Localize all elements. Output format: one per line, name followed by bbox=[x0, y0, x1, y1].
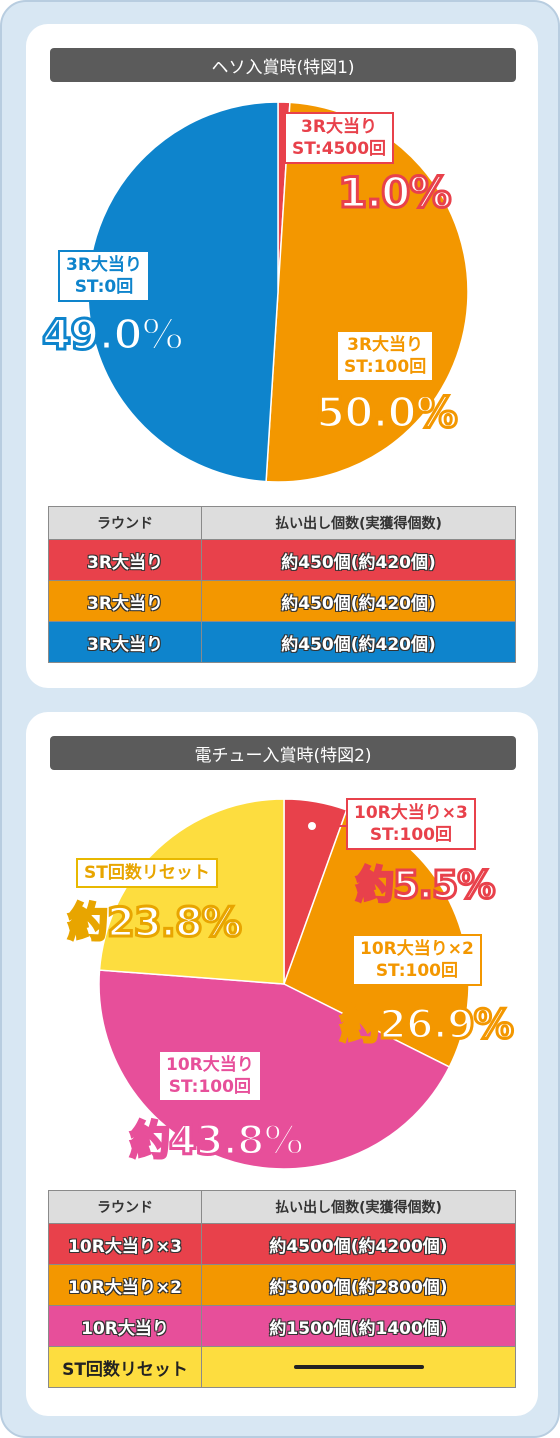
table-row: 10R大当り 約1500個(約1400個) bbox=[48, 1305, 516, 1347]
slice-label-line1: 3R大当り bbox=[301, 117, 377, 137]
dash-line bbox=[293, 1365, 424, 1369]
section-title-banner: 電チュー入賞時(特図2) bbox=[50, 736, 516, 770]
slice-label-3r-st4500: 3R大当り ST:4500回 bbox=[284, 112, 395, 164]
round-cell: 3R大当り bbox=[48, 580, 202, 622]
payout-cell: 約4500個(約4200個) bbox=[201, 1223, 516, 1265]
slice-percent-5-5: 約5.5% bbox=[354, 862, 496, 909]
slice-percent-50-0: 50.0% bbox=[315, 387, 460, 439]
table-row: 3R大当り 約450個(約420個) bbox=[48, 580, 516, 622]
payout-cell: 約450個(約420個) bbox=[201, 539, 516, 581]
slice-label-line2: ST:4500回 bbox=[292, 139, 387, 159]
slice-label-line2: ST:100回 bbox=[168, 1077, 251, 1097]
section-title-banner: ヘソ入賞時(特図1) bbox=[50, 48, 516, 82]
table-row: 3R大当り 約450個(約420個) bbox=[48, 621, 516, 663]
slice-label-line1: 10R大当り×2 bbox=[360, 939, 474, 959]
table-header-row: ラウンド 払い出し個数(実獲得個数) bbox=[48, 506, 516, 540]
section-denchu-card: 電チュー入賞時(特図2) 10R大当り×3 ST:100回 約5.5% 10R大… bbox=[26, 712, 538, 1416]
payout-cell: 約1500個(約1400個) bbox=[201, 1305, 516, 1347]
slice-label-line2: ST:100回 bbox=[375, 961, 459, 981]
slice-label-line1: ST回数リセット bbox=[84, 863, 210, 883]
header-payout: 払い出し個数(実獲得個数) bbox=[201, 506, 516, 540]
slice-percent-43-8: 約43.8% bbox=[129, 1117, 306, 1166]
pie-slice-st-reset bbox=[98, 798, 285, 985]
payout-table-heso: ラウンド 払い出し個数(実獲得個数) 3R大当り 約450個(約420個) 3R… bbox=[48, 506, 516, 663]
round-cell: 3R大当り bbox=[48, 621, 202, 663]
slice-label-line1: 10R大当り bbox=[166, 1055, 254, 1075]
pie-chart-heso bbox=[87, 101, 469, 483]
payout-cell-none bbox=[201, 1346, 516, 1388]
slice-label-line1: 3R大当り bbox=[347, 335, 424, 355]
round-cell: 10R大当り bbox=[48, 1305, 202, 1347]
slice-label-line2: ST:0回 bbox=[74, 277, 134, 297]
round-cell: 3R大当り bbox=[48, 539, 202, 581]
slice-percent-23-8: 約23.8% bbox=[67, 899, 244, 948]
slice-label-3r-st0: 3R大当り ST:0回 bbox=[58, 250, 150, 302]
table-row: 10R大当り×2 約3000個(約2800個) bbox=[48, 1264, 516, 1306]
table-header-row: ラウンド 払い出し個数(実獲得個数) bbox=[48, 1190, 516, 1224]
section-heso-card: ヘソ入賞時(特図1) 3R大当り ST:4500回 1.0% 3R大当り ST:… bbox=[26, 24, 538, 688]
header-payout: 払い出し個数(実獲得個数) bbox=[201, 1190, 516, 1224]
pie-slice-10r bbox=[98, 969, 451, 1170]
slice-percent-1-0: 1.0% bbox=[336, 167, 453, 219]
leader-dot bbox=[308, 822, 316, 830]
pie-chart-denchu bbox=[98, 798, 470, 1170]
table-row: 10R大当り×3 約4500個(約4200個) bbox=[48, 1223, 516, 1265]
payout-table-denchu: ラウンド 払い出し個数(実獲得個数) 10R大当り×3 約4500個(約4200… bbox=[48, 1190, 516, 1388]
slice-percent-49-0: 49.0% bbox=[41, 309, 186, 361]
slice-label-3r-st100: 3R大当り ST:100回 bbox=[336, 330, 435, 382]
header-round: ラウンド bbox=[48, 506, 202, 540]
payout-cell: 約450個(約420個) bbox=[201, 621, 516, 663]
table-row: 3R大当り 約450個(約420個) bbox=[48, 539, 516, 581]
slice-label-10r-x3: 10R大当り×3 ST:100回 bbox=[346, 798, 476, 850]
payout-cell: 約3000個(約2800個) bbox=[201, 1264, 516, 1306]
slice-label-line1: 10R大当り×3 bbox=[354, 803, 468, 823]
header-round: ラウンド bbox=[48, 1190, 202, 1224]
slice-label-10r: 10R大当り ST:100回 bbox=[158, 1050, 262, 1102]
slice-label-st-reset: ST回数リセット bbox=[76, 858, 218, 888]
table-row: ST回数リセット bbox=[48, 1346, 516, 1388]
slice-percent-26-9: 約26.9% bbox=[339, 1001, 516, 1050]
round-cell: 10R大当り×3 bbox=[48, 1223, 202, 1265]
slice-label-line1: 3R大当り bbox=[66, 255, 142, 275]
slice-label-10r-x2: 10R大当り×2 ST:100回 bbox=[352, 934, 482, 986]
round-cell: ST回数リセット bbox=[48, 1346, 202, 1388]
payout-cell: 約450個(約420個) bbox=[201, 580, 516, 622]
slice-label-line2: ST:100回 bbox=[344, 357, 427, 377]
round-cell: 10R大当り×2 bbox=[48, 1264, 202, 1306]
slice-label-line2: ST:100回 bbox=[369, 825, 453, 845]
